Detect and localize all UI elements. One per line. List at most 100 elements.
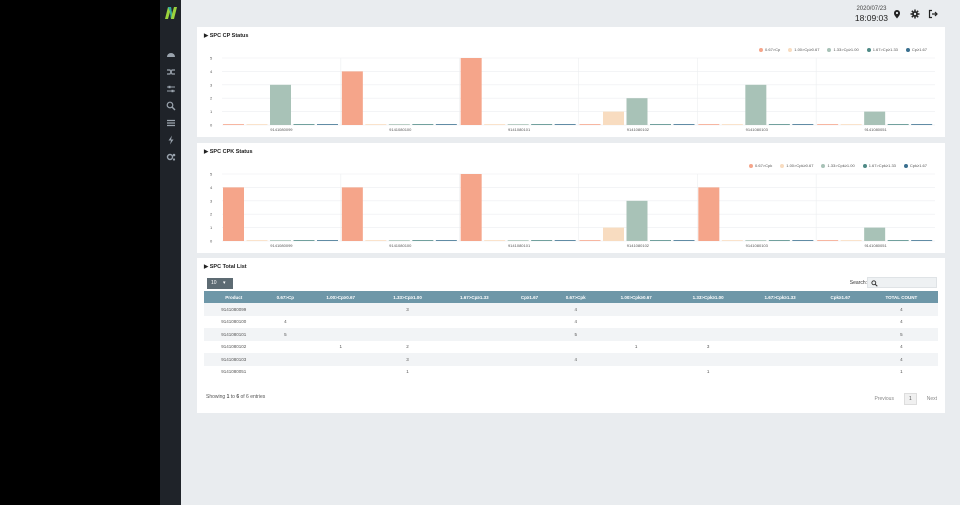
column-header[interactable]: Cpk≥1.67 [816, 291, 865, 303]
bar[interactable] [293, 240, 315, 241]
bolt-icon[interactable] [165, 135, 176, 146]
app-logo[interactable] [163, 5, 178, 21]
bar[interactable] [223, 187, 244, 241]
bar[interactable] [650, 240, 671, 241]
legend-item[interactable]: 1.33>Cpk≥1.00 [821, 163, 855, 168]
bar[interactable] [293, 124, 315, 125]
previous-button[interactable]: Previous [874, 396, 894, 402]
next-button[interactable]: Next [926, 396, 937, 402]
bar[interactable] [792, 124, 814, 125]
gears-icon[interactable] [165, 152, 176, 163]
sliders-icon[interactable] [165, 84, 176, 95]
bar[interactable] [341, 187, 363, 241]
bar[interactable] [911, 240, 933, 241]
gear-icon[interactable] [910, 9, 920, 19]
bar[interactable] [507, 240, 529, 241]
logout-icon[interactable] [928, 9, 938, 19]
bar[interactable] [554, 240, 576, 241]
bar[interactable] [435, 124, 457, 125]
list-icon[interactable] [165, 118, 176, 129]
column-header[interactable]: Product [204, 291, 264, 303]
location-pin-icon[interactable] [892, 9, 902, 19]
bar[interactable] [365, 240, 387, 241]
bar[interactable] [388, 124, 410, 125]
legend-item[interactable]: Cp≥1.67 [905, 47, 927, 52]
page-length-select[interactable]: 10 ▾ [207, 278, 233, 289]
bar[interactable] [365, 124, 387, 125]
bar[interactable] [579, 124, 601, 125]
bar[interactable] [698, 187, 720, 241]
bar[interactable] [864, 227, 886, 241]
bar[interactable] [840, 124, 862, 125]
legend-item[interactable]: 1.33>Cp≥1.00 [827, 47, 859, 52]
bar[interactable] [317, 124, 338, 125]
bar[interactable] [817, 124, 839, 125]
column-header[interactable]: Cp≥1.67 [507, 291, 552, 303]
legend-item[interactable]: 1.00>Cpk≥0.67 [780, 163, 813, 168]
bar[interactable] [484, 124, 506, 125]
page-1-button[interactable]: 1 [903, 393, 917, 405]
bar[interactable] [745, 84, 767, 125]
bar[interactable] [412, 124, 434, 125]
bar[interactable] [270, 84, 291, 125]
column-header[interactable]: 1.33>Cpk≥1.00 [672, 291, 745, 303]
dashboard-icon[interactable] [165, 50, 176, 61]
bar[interactable] [412, 240, 434, 241]
bar[interactable] [698, 124, 720, 125]
column-header[interactable]: 1.67>Cpk≥1.33 [744, 291, 817, 303]
bar[interactable] [768, 124, 790, 125]
column-header[interactable]: 1.67>Cp≥1.33 [440, 291, 508, 303]
bar[interactable] [745, 240, 767, 241]
bar[interactable] [223, 124, 244, 125]
bar[interactable] [460, 174, 482, 241]
bar[interactable] [840, 240, 862, 241]
bar[interactable] [768, 240, 790, 241]
bar[interactable] [673, 124, 695, 125]
column-header[interactable]: TOTAL COUNT [864, 291, 938, 303]
bar[interactable] [817, 240, 839, 241]
search-input[interactable] [867, 277, 937, 288]
bar[interactable] [911, 124, 933, 125]
bar[interactable] [484, 240, 506, 241]
bar[interactable] [864, 111, 886, 125]
bar[interactable] [246, 124, 268, 125]
bar[interactable] [721, 124, 743, 125]
bar[interactable] [554, 124, 576, 125]
legend-item[interactable]: Cpk≥1.67 [903, 163, 927, 168]
bar[interactable] [673, 240, 695, 241]
legend-item[interactable]: 1.67>Cp≥1.33 [866, 47, 898, 52]
column-header[interactable]: 1.33>Cp≥1.00 [374, 291, 441, 303]
column-header[interactable]: 1.00>Cpk≥0.67 [600, 291, 673, 303]
bar[interactable] [579, 240, 601, 241]
column-header[interactable]: 0.67>Cpk [551, 291, 601, 303]
bar[interactable] [341, 71, 363, 125]
shuffle-icon[interactable] [165, 67, 176, 78]
bar[interactable] [603, 111, 624, 125]
bar[interactable] [721, 240, 743, 241]
search-icon[interactable] [165, 101, 176, 112]
legend-item[interactable]: 1.67>Cpk≥1.33 [862, 163, 896, 168]
column-header[interactable]: 1.00>Cp≥0.67 [307, 291, 375, 303]
sidebar [160, 0, 181, 505]
bar[interactable] [887, 124, 909, 125]
bar[interactable] [626, 98, 648, 125]
legend-item[interactable]: 0.67>Cp [759, 47, 780, 52]
bar[interactable] [531, 124, 553, 125]
bar[interactable] [887, 240, 909, 241]
bar[interactable] [317, 240, 338, 241]
bar[interactable] [626, 200, 648, 241]
bar[interactable] [603, 227, 624, 241]
bar[interactable] [270, 240, 291, 241]
bar[interactable] [507, 124, 529, 125]
bar[interactable] [460, 58, 482, 125]
bar[interactable] [792, 240, 814, 241]
legend-item[interactable]: 0.67>Cpk [749, 163, 772, 168]
column-header[interactable]: 0.67>Cp [263, 291, 308, 303]
bar[interactable] [435, 240, 457, 241]
bar[interactable] [650, 124, 671, 125]
table-cell: 3 [374, 303, 441, 316]
legend-item[interactable]: 1.00>Cp≥0.67 [788, 47, 819, 52]
bar[interactable] [388, 240, 410, 241]
bar[interactable] [531, 240, 553, 241]
bar[interactable] [246, 240, 268, 241]
